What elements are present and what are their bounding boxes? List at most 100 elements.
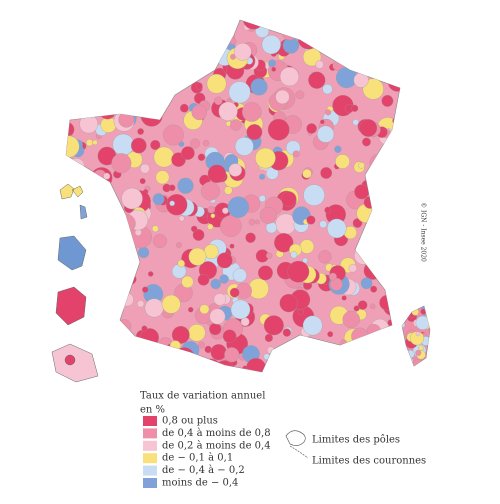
commune-area xyxy=(382,20,393,24)
commune-area xyxy=(105,340,127,362)
commune-area xyxy=(352,119,359,126)
commune-area xyxy=(169,20,192,38)
commune-area xyxy=(83,85,103,104)
commune-area xyxy=(120,292,134,307)
commune-area xyxy=(105,23,119,37)
commune-area xyxy=(107,20,128,29)
commune-area xyxy=(162,29,169,37)
commune-area xyxy=(115,333,123,341)
commune-area xyxy=(391,243,400,256)
commune-area xyxy=(69,217,77,225)
commune-area xyxy=(379,294,395,311)
commune-area xyxy=(234,137,254,156)
commune-area xyxy=(141,325,148,332)
commune-area xyxy=(140,328,159,347)
commune-area xyxy=(264,333,273,342)
commune-area xyxy=(176,241,183,248)
commune-area xyxy=(263,20,271,23)
commune-area xyxy=(96,73,115,93)
commune-area xyxy=(409,331,425,346)
commune-area xyxy=(66,103,68,110)
commune-area xyxy=(279,374,286,381)
commune-area xyxy=(103,285,124,306)
commune-area xyxy=(79,265,98,284)
commune-area xyxy=(209,308,226,325)
commune-area xyxy=(255,219,260,225)
commune-area xyxy=(178,215,185,222)
commune-area xyxy=(392,199,400,210)
commune-area xyxy=(161,294,181,314)
commune-area xyxy=(195,82,203,90)
commune-area xyxy=(266,252,273,259)
commune-area xyxy=(292,150,300,158)
commune-area xyxy=(116,345,134,363)
commune-area xyxy=(190,138,201,149)
commune-area xyxy=(178,357,190,369)
commune-area xyxy=(76,86,84,94)
commune-area xyxy=(111,153,132,174)
commune-area xyxy=(142,286,149,293)
commune-area xyxy=(287,260,310,283)
commune-area xyxy=(376,20,389,25)
commune-area xyxy=(393,20,400,39)
commune-area xyxy=(222,20,231,26)
commune-area xyxy=(66,329,72,343)
commune-area xyxy=(100,273,108,281)
commune-area xyxy=(81,94,89,102)
commune-area xyxy=(342,369,348,372)
commune-area xyxy=(341,295,347,301)
commune-area xyxy=(81,35,101,55)
boundary-label: Limites des pôles xyxy=(312,435,400,446)
commune-area xyxy=(385,38,400,58)
commune-area xyxy=(302,315,323,336)
commune-area xyxy=(362,24,372,34)
commune-area xyxy=(358,162,365,169)
commune-area xyxy=(66,214,69,226)
commune-area xyxy=(379,332,395,348)
commune-area xyxy=(386,232,397,243)
commune-area xyxy=(354,184,370,200)
commune-area xyxy=(295,90,305,100)
commune-area xyxy=(119,20,125,22)
commune-area xyxy=(322,84,333,95)
commune-area xyxy=(329,272,337,281)
commune-area xyxy=(385,49,399,63)
commune-area xyxy=(144,73,164,93)
commune-area xyxy=(325,109,332,116)
commune-area xyxy=(66,22,85,44)
legend-label: de − 0,1 à 0,1 xyxy=(162,453,233,464)
commune-area xyxy=(411,308,419,316)
commune-area xyxy=(422,357,430,366)
commune-area xyxy=(184,43,198,58)
commune-area xyxy=(140,104,163,127)
commune-area xyxy=(181,275,194,288)
commune-area xyxy=(147,271,154,277)
commune-area xyxy=(198,341,205,349)
commune-area xyxy=(83,332,90,339)
commune-area xyxy=(392,244,400,261)
commune-area xyxy=(181,146,195,160)
commune-area xyxy=(199,358,222,372)
commune-area xyxy=(351,327,369,345)
commune-area xyxy=(362,78,384,100)
legend-swatch xyxy=(143,416,157,426)
commune-area xyxy=(92,139,98,146)
commune-area xyxy=(299,239,315,254)
commune-area xyxy=(169,340,181,352)
commune-area xyxy=(76,274,83,282)
commune-area xyxy=(368,231,387,251)
commune-area xyxy=(109,66,121,78)
commune-area xyxy=(199,57,209,68)
commune-area xyxy=(390,159,400,179)
commune-area xyxy=(279,293,298,313)
commune-area xyxy=(210,278,221,290)
commune-area xyxy=(97,342,107,352)
commune-area xyxy=(92,293,114,314)
commune-area xyxy=(235,371,249,372)
commune-area xyxy=(120,360,130,370)
commune-area xyxy=(103,172,111,180)
commune-area xyxy=(259,206,277,224)
commune-area xyxy=(317,21,330,33)
commune-area xyxy=(327,331,334,338)
commune-area xyxy=(292,347,304,358)
